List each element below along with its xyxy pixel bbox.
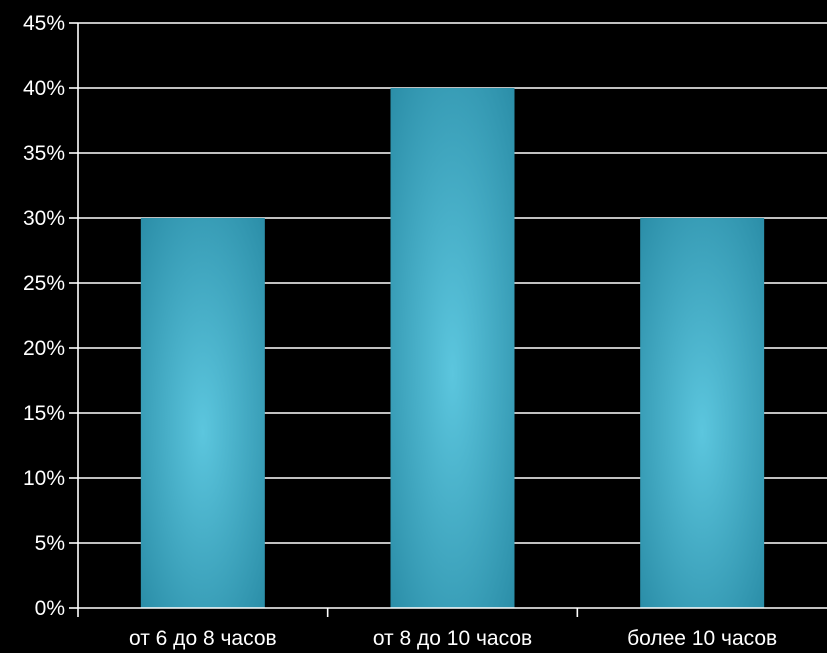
bar [390, 88, 515, 608]
y-tick-labels: 0% 5% 10% 15% 20% 25% 30% 35% 40% 45% [23, 12, 65, 620]
bar [140, 218, 265, 608]
y-tick-label: 40% [23, 77, 65, 100]
y-tick-label: 25% [23, 272, 65, 295]
y-tick-label: 30% [23, 207, 65, 230]
y-tick-label: 35% [23, 142, 65, 165]
x-category-label: от 8 до 10 часов [373, 627, 532, 650]
axes [69, 22, 827, 617]
y-tick-label: 45% [23, 12, 65, 35]
bars [140, 88, 765, 608]
y-tick-label: 20% [23, 337, 65, 360]
y-tick-label: 10% [23, 467, 65, 490]
y-tick-label: 5% [35, 532, 65, 555]
bar [640, 218, 765, 608]
x-category-label: более 10 часов [627, 627, 777, 650]
y-tick-label: 15% [23, 402, 65, 425]
x-category-label: от 6 до 8 часов [129, 627, 277, 650]
y-tick-label: 0% [35, 597, 65, 620]
x-category-labels: от 6 до 8 часов от 8 до 10 часов более 10 … [129, 627, 777, 650]
